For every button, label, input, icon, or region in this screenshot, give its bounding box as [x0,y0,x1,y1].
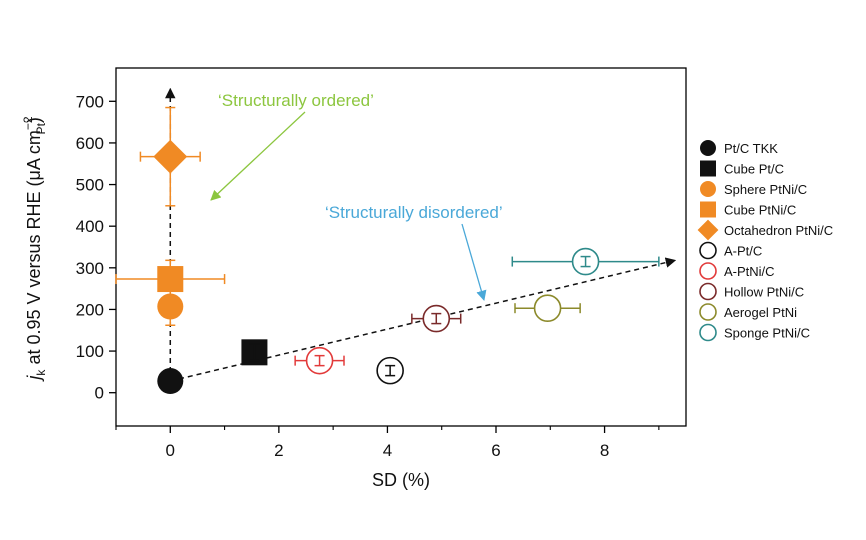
a-ptni-c-marker [699,262,717,280]
disordered-trend-line [170,257,677,382]
legend-label: A-PtNi/C [724,264,775,279]
x-tick-label: 6 [491,441,500,460]
aerogel-ptni-marker [699,303,717,321]
pt-c-tkk-marker [700,140,716,156]
hollow-ptni-c-marker [699,282,717,301]
y-tick-label: 100 [76,342,104,361]
legend-label: Sphere PtNi/C [724,182,807,197]
annotation-ordered-arrow [210,111,306,201]
sphere-ptni-c-marker [700,181,716,197]
legend-label: Cube PtNi/C [724,203,796,218]
y-axis-title: jk at 0.95 V versus RHE (μA cm−2Pt) [21,116,48,382]
annotation-disordered-arrow [461,223,487,301]
legend-label: A-Pt/C [724,244,762,259]
cube-ptni-c-marker [700,201,716,218]
sponge-ptni-c-marker [699,323,717,342]
x-tick-label: 2 [274,441,283,460]
y-tick-label: 500 [76,176,104,195]
y-axis-title-main: at 0.95 V versus RHE (μA cm [24,130,44,369]
y-tick-label: 600 [76,134,104,153]
legend-label: Sponge PtNi/C [724,326,810,341]
axis-ticks: 0 2 4 6 8 0 100 200 300 400 500 600 700 [76,92,660,460]
y-tick-label: 300 [76,259,104,278]
y-axis-title-j: j [24,375,44,383]
x-tick-label: 8 [600,441,609,460]
y-axis-title-k: k [34,369,48,376]
legend-label: Hollow PtNi/C [724,285,804,300]
annotation-structurally-disordered: ‘Structurally disordered’ [325,203,503,222]
legend-label: Cube Pt/C [724,162,784,177]
pt-c-tkk-marker [157,368,184,395]
a-pt-c-marker [699,241,717,260]
y-axis-title-sub: Pt [34,122,48,134]
y-tick-label: 700 [76,92,104,111]
y-axis-title-sup: −2 [21,116,35,130]
y-tick-label: 200 [76,300,104,319]
cube-pt-c-marker [700,160,716,177]
plot-frame [115,67,687,427]
data-points [115,106,660,395]
legend-label: Pt/C TKK [724,141,778,156]
legend-label: Aerogel PtNi [724,305,797,320]
legend: Pt/C TKK Cube Pt/C Sphere PtNi/C Cube PtNi/… [697,140,833,342]
x-tick-label: 0 [166,441,175,460]
y-tick-label: 0 [95,384,104,403]
x-axis-title: SD (%) [372,470,430,490]
x-tick-label: 4 [383,441,392,460]
y-axis-title-close: ) [24,117,44,123]
aerogel-ptni-marker [533,294,562,322]
octahedron-ptni-c-marker [697,219,719,241]
legend-label: Octahedron PtNi/C [724,223,833,238]
y-tick-label: 400 [76,217,104,236]
annotation-structurally-ordered: ‘Structurally ordered’ [218,91,374,110]
trend-lines [165,87,677,382]
